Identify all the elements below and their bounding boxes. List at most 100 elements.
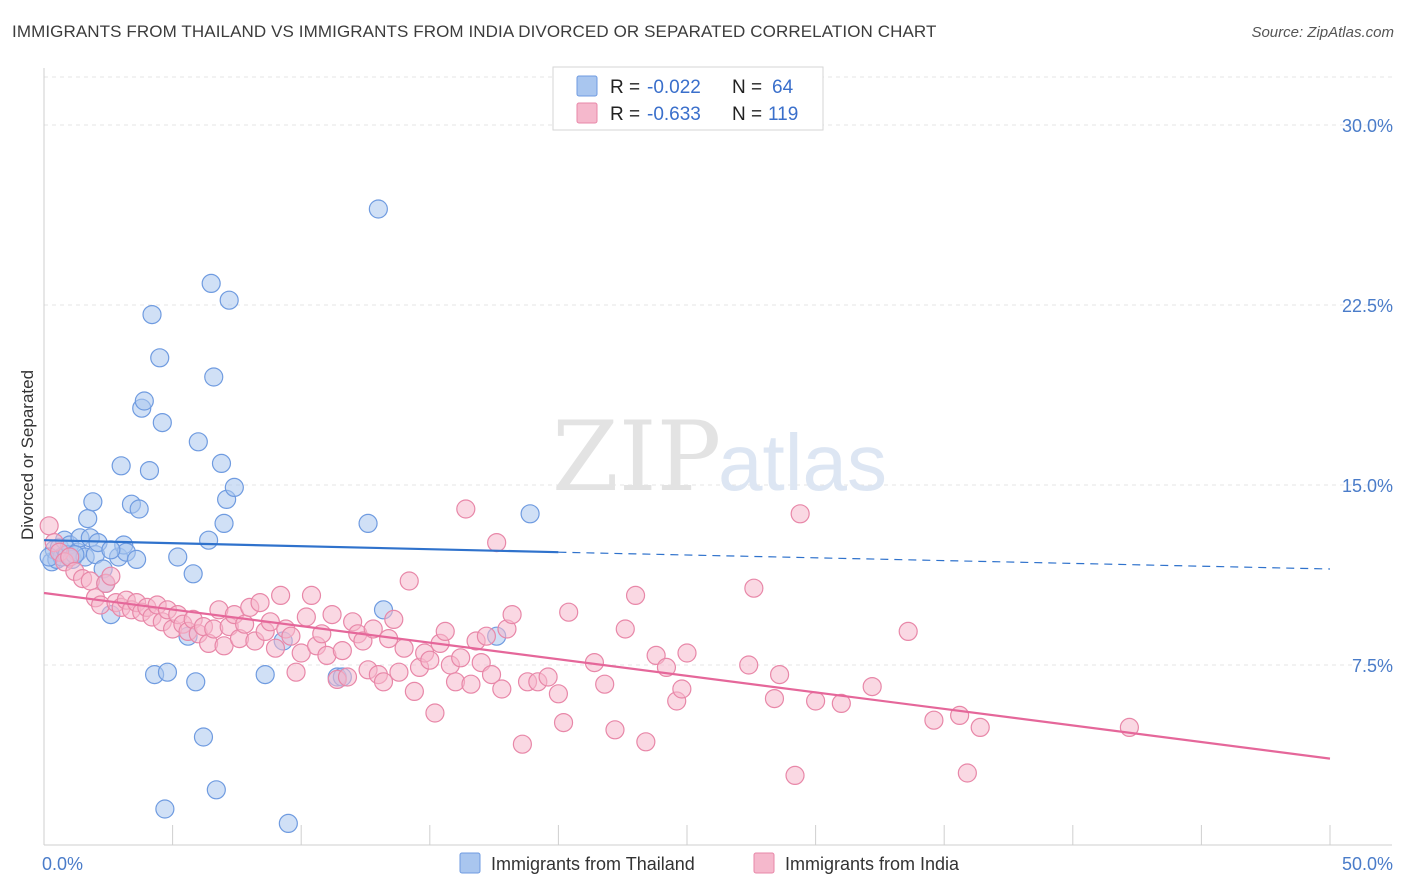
bottom-legend-swatch-thailand [459, 852, 481, 874]
thailand-point-43 [201, 273, 221, 293]
y-axis-label: Divorced or Separated [18, 370, 37, 540]
legend-r-value-thailand: -0.022 [647, 77, 701, 98]
thailand-point-35 [157, 662, 178, 682]
thailand-point-61 [101, 540, 121, 560]
india-point-70 [404, 681, 424, 702]
thailand-point-44 [204, 367, 224, 387]
india-point-48 [291, 643, 311, 663]
y-tick-label-1: 15.0% [1342, 476, 1393, 496]
india-point-43 [265, 638, 286, 658]
x-tick-label-min: 0.0% [42, 854, 83, 874]
india-point-115 [831, 693, 851, 714]
india-point-76 [435, 621, 455, 642]
india-point-68 [394, 638, 414, 658]
india-point-99 [605, 720, 625, 740]
watermark-zip: ZIP [552, 401, 721, 513]
india-point-118 [924, 710, 944, 730]
india-point-114 [805, 691, 826, 711]
thailand-point-32 [150, 348, 170, 368]
legend-box [552, 66, 824, 131]
india-point-107 [677, 643, 697, 663]
thailand-point-49 [219, 290, 239, 310]
india-trend-line [43, 591, 1331, 760]
india-point-110 [764, 688, 785, 709]
grid-lines [44, 76, 1392, 666]
india-point-64 [373, 672, 394, 692]
india-point-98 [595, 674, 615, 694]
thailand-point-56 [358, 513, 378, 534]
legend-n-value-india: 119 [768, 104, 798, 125]
legend-n-label-india: N = [732, 104, 762, 125]
watermark: ZIP atlas [552, 401, 887, 513]
india-point-100 [615, 619, 635, 639]
thailand-point-26 [129, 499, 149, 519]
india-point-57 [337, 667, 358, 687]
thailand-point-39 [186, 672, 206, 692]
legend: R = -0.022 N = 64 R = -0.633 N = 119 [552, 66, 824, 131]
india-point-106 [672, 679, 692, 699]
india-point-108 [739, 655, 759, 675]
thailand-point-38 [183, 564, 203, 584]
india-point-117 [898, 621, 918, 642]
chart-title: IMMIGRANTS FROM THAILAND VS IMMIGRANTS F… [12, 22, 937, 41]
india-point-112 [785, 765, 805, 786]
india-point-79 [451, 648, 471, 668]
source-label: Source: ZipAtlas.com [1251, 24, 1394, 41]
tick-labels: 7.5% 15.0% 22.5% 30.0% 0.0% 50.0% [42, 116, 1393, 874]
india-point-81 [461, 674, 481, 694]
thailand-point-47 [214, 513, 234, 534]
india-point-84 [476, 626, 496, 646]
india-point-69 [399, 571, 419, 591]
india-point-0 [39, 516, 59, 536]
x-tick-label-max: 50.0% [1342, 854, 1393, 874]
thailand-point-46 [211, 453, 232, 473]
thailand-point-30 [142, 305, 162, 325]
legend-r-label-india: R = [610, 104, 640, 125]
thailand-point-42 [199, 530, 219, 550]
thailand-point-57 [368, 199, 388, 219]
bottom-legend-swatch-india [753, 852, 775, 874]
india-point-109 [744, 578, 764, 598]
thailand-point-53 [278, 813, 298, 834]
india-point-96 [559, 602, 579, 622]
india-point-80 [456, 499, 476, 519]
thailand-point-51 [255, 664, 275, 685]
india-point-47 [286, 662, 306, 682]
india-point-111 [769, 664, 790, 685]
thailand-point-12 [78, 508, 98, 529]
axes [43, 68, 1392, 846]
thailand-point-60 [520, 504, 540, 524]
thailand-point-25 [126, 549, 147, 570]
thailand-trend-dashed [558, 551, 1331, 570]
india-point-62 [363, 619, 383, 639]
legend-swatch-thailand [576, 75, 598, 97]
bottom-legend: Immigrants from Thailand Immigrants from… [459, 852, 960, 874]
india-point-40 [250, 592, 270, 613]
thailand-point-14 [83, 492, 103, 512]
india-point-120 [957, 763, 977, 783]
india-point-49 [296, 607, 316, 627]
thailand-point-34 [155, 799, 175, 819]
y-tick-label-2: 22.5% [1342, 296, 1393, 316]
india-point-113 [790, 504, 810, 524]
watermark-atlas: atlas [718, 418, 887, 507]
india-point-94 [548, 684, 569, 704]
india-point-44 [271, 585, 291, 606]
thailand-point-28 [134, 391, 154, 411]
india-point-56 [332, 640, 352, 661]
india-point-74 [425, 703, 445, 723]
y-tick-label-0: 7.5% [1352, 656, 1393, 676]
india-point-73 [420, 650, 440, 670]
legend-r-value-india: -0.633 [647, 104, 701, 125]
thailand-point-41 [193, 727, 214, 747]
legend-swatch-india [576, 102, 598, 124]
india-point-95 [553, 712, 574, 733]
india-point-102 [636, 732, 656, 752]
india-point-101 [625, 585, 646, 606]
india-point-33 [214, 636, 234, 656]
india-point-54 [322, 604, 342, 625]
india-point-90 [512, 734, 532, 754]
trend-lines [43, 539, 1331, 760]
thailand-point-21 [111, 456, 131, 476]
